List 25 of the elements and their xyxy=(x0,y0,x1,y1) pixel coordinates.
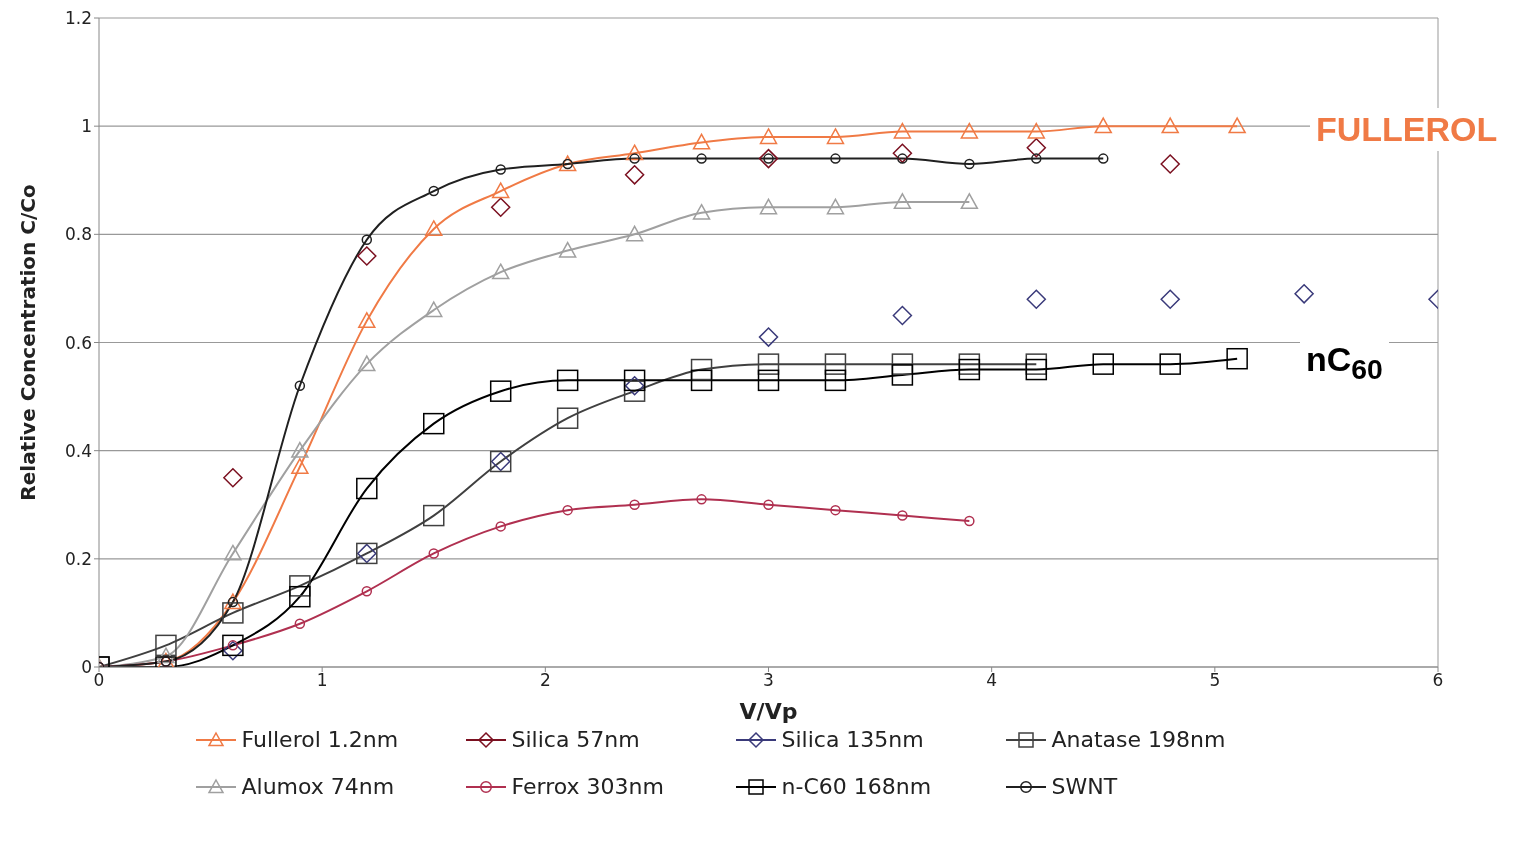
annotation: FULLEROL xyxy=(1310,108,1504,151)
x-tick-label: 1 xyxy=(316,670,328,691)
annotation: nC$_{60}$ xyxy=(1300,338,1389,388)
legend-label: Silica 57nm xyxy=(511,727,640,752)
legend-label: Silica 135nm xyxy=(781,727,924,752)
x-tick-label: 2 xyxy=(539,670,551,691)
x-tick-label: 4 xyxy=(986,670,998,691)
y-tick-label: 1.2 xyxy=(64,8,92,29)
y-tick-label: 0.4 xyxy=(64,440,92,461)
x-tick-label: 3 xyxy=(763,670,774,691)
legend-label: Fullerol 1.2nm xyxy=(241,727,399,752)
x-tick-label: 6 xyxy=(1432,670,1444,691)
x-axis-title: V/Vp xyxy=(739,699,798,724)
y-tick-label: 0.2 xyxy=(64,548,92,569)
legend-label: Anatase 198nm xyxy=(1051,727,1226,752)
y-tick-label: 0 xyxy=(81,657,92,678)
legend-label: SWNT xyxy=(1051,774,1118,799)
legend-label: n-C60 168nm xyxy=(781,774,932,799)
y-axis-title: Relative Concentration C/Co xyxy=(16,184,41,501)
legend-label: Alumox 74nm xyxy=(241,774,395,799)
y-tick-label: 0.8 xyxy=(64,224,92,245)
x-tick-label: 5 xyxy=(1209,670,1221,691)
legend-label: Ferrox 303nm xyxy=(511,774,664,799)
y-tick-label: 1 xyxy=(81,116,92,137)
y-tick-label: 0.6 xyxy=(64,332,92,353)
